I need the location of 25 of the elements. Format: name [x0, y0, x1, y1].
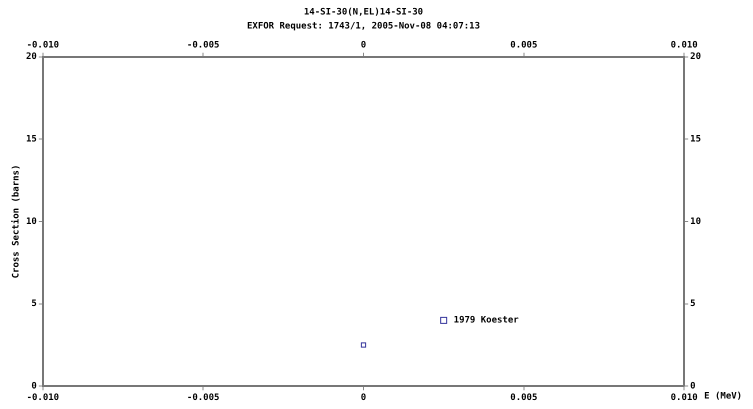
- y2-tick-label: 0: [690, 382, 696, 392]
- chart-subtitle: EXFOR Request: 1743/1, 2005-Nov-08 04:07:13: [247, 21, 480, 32]
- x2-tick-label: 0.010: [670, 392, 698, 403]
- x2-tick-label: 0.005: [510, 392, 538, 403]
- x-tick-label: -0.010: [26, 40, 60, 51]
- x-tick-label: 0.005: [510, 40, 538, 51]
- x-axis-title: E (MeV): [704, 392, 742, 402]
- y-tick-label: 0: [31, 382, 37, 392]
- y-tick-label: 15: [26, 134, 37, 144]
- legend-label: 1979 Koester: [454, 316, 520, 326]
- x-tick-label: 0.010: [670, 40, 698, 51]
- x2-tick-label: 0: [360, 392, 366, 403]
- y2-tick-label: 20: [690, 52, 702, 62]
- y-axis-title: Cross Section (barns): [10, 164, 22, 278]
- y-tick-label: 20: [26, 52, 37, 62]
- y-tick-label: 10: [26, 216, 37, 227]
- x-tick-label: -0.005: [186, 40, 220, 51]
- y2-tick-label: 15: [690, 134, 702, 144]
- y-tick-label: 5: [31, 299, 37, 310]
- x2-tick-label: -0.005: [186, 392, 220, 403]
- y2-tick-label: 10: [690, 216, 702, 227]
- y2-tick-label: 5: [690, 299, 696, 310]
- x2-tick-label: -0.010: [26, 392, 60, 403]
- x-tick-label: 0: [360, 40, 366, 51]
- chart-title: 14-SI-30(N,EL)14-SI-30: [304, 7, 424, 18]
